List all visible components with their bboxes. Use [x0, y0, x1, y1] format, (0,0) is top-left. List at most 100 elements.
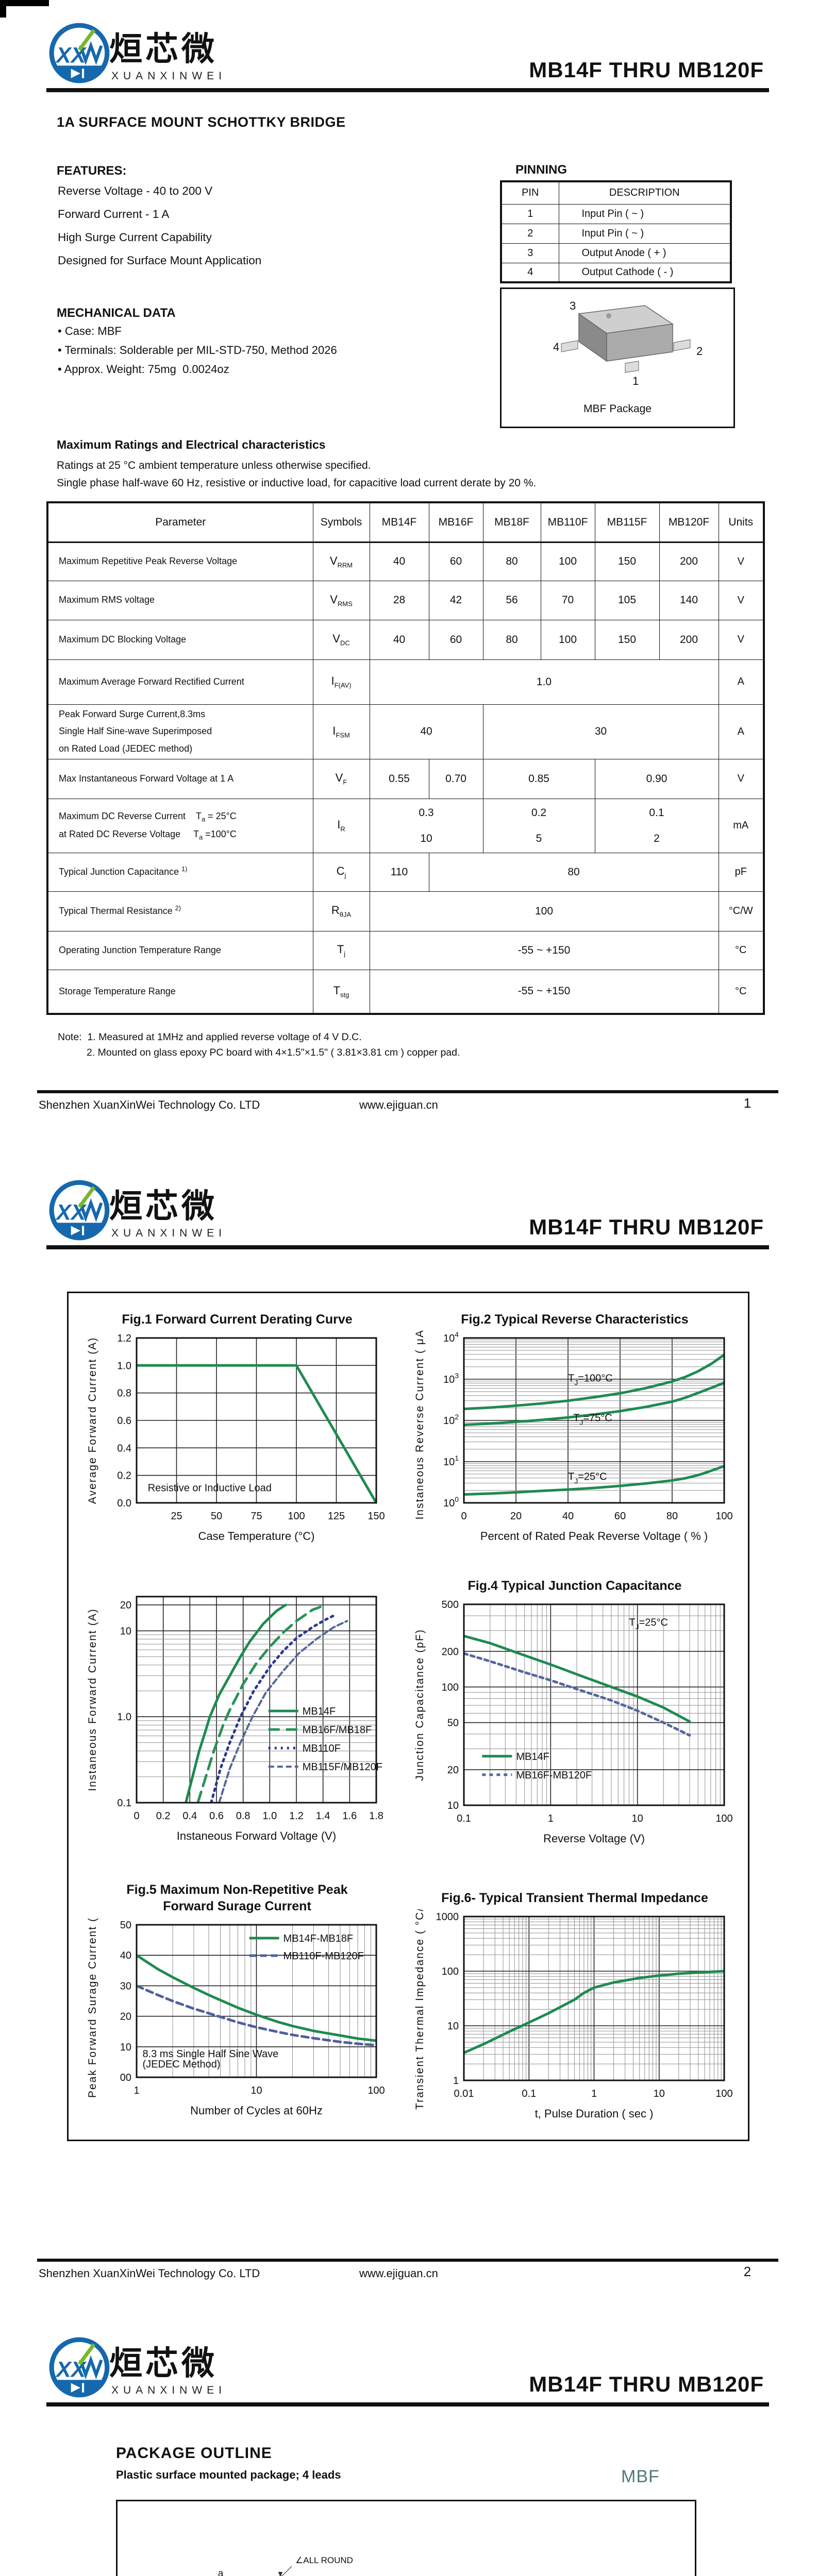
ratings-row: Typical Junction Capacitance 1) Cj 110 80 pF — [47, 852, 764, 892]
ratings-col-header: Units — [718, 502, 764, 543]
svg-text:10: 10 — [632, 1813, 643, 1824]
footer-page-number: 1 — [743, 1095, 752, 1111]
package-outline-heading: PACKAGE OUTLINE — [116, 2445, 272, 2462]
svg-text:Instaneous Forward Current (A: Instaneous Forward Current (A) — [87, 1608, 98, 1791]
svg-text:50: 50 — [447, 1718, 459, 1729]
svg-text:500: 500 — [442, 1599, 459, 1611]
symbol-cell: Cj — [312, 852, 370, 892]
parameter-cell: Typical Thermal Resistance 2) — [47, 891, 313, 931]
svg-text:MB16F-MB120F: MB16F-MB120F — [516, 1770, 592, 1781]
ratings-col-header: MB110F — [540, 502, 595, 543]
svg-text:10: 10 — [120, 1625, 131, 1637]
svg-text:125: 125 — [328, 1511, 345, 1522]
parameter-cell: Maximum Repetitive Peak Reverse Voltage — [47, 541, 313, 581]
ratings-heading: Maximum Ratings and Electrical character… — [57, 438, 326, 451]
svg-text:10: 10 — [120, 2042, 131, 2053]
chart-fig3: 0 0.2 0.4 0.6 0.8 1.0 1.2 1.4 1.6 1.8 0.1 1.0 10 20 In… — [82, 1589, 392, 1850]
svg-text:50: 50 — [211, 1511, 222, 1522]
value-cell: 1.0 — [369, 659, 719, 705]
svg-text:20: 20 — [120, 2011, 131, 2023]
brand-logo-icon: XX — [49, 23, 110, 83]
unit-cell: A — [718, 659, 764, 705]
ratings-row: Peak Forward Surge Current,8.3ms Single H… — [47, 704, 764, 759]
svg-text:200: 200 — [442, 1646, 459, 1657]
svg-text:0.6: 0.6 — [209, 1810, 224, 1822]
brand-name-cn: 烜芯微 — [109, 2345, 218, 2382]
value-cell: 150 — [594, 541, 660, 581]
svg-text:Number of Cycles at 60Hz: Number of Cycles at 60Hz — [190, 2104, 323, 2117]
value-cell: 110 — [369, 852, 429, 892]
mech-data-item: • Case: MBF — [58, 325, 122, 337]
unit-cell: V — [718, 619, 764, 660]
svg-text:0: 0 — [461, 1511, 466, 1522]
parameter-cell: Typical Junction Capacitance 1) — [47, 852, 313, 892]
svg-text:Reverse Voltage (V): Reverse Voltage (V) — [543, 1832, 645, 1845]
svg-text:0.1: 0.1 — [522, 2088, 536, 2099]
value-cell: 28 — [369, 580, 429, 620]
svg-text:103: 103 — [443, 1371, 459, 1385]
svg-text:Resistive or Inductive Load: Resistive or Inductive Load — [148, 1482, 272, 1494]
chart-title: Fig.6- Typical Transient Thermal Impedan… — [441, 1891, 708, 1905]
svg-text:Transient Thermal Impedance (: Transient Thermal Impedance ( °C/W ) — [414, 1909, 426, 2110]
svg-text:TJ=100°C: TJ=100°C — [568, 1372, 613, 1386]
product-title: 1A SURFACE MOUNT SCHOTTKY BRIDGE — [57, 114, 346, 130]
svg-text:10: 10 — [251, 2085, 262, 2096]
svg-text:10: 10 — [447, 1800, 459, 1811]
svg-text:10: 10 — [447, 2021, 459, 2032]
svg-text:30: 30 — [120, 1980, 131, 1992]
footer-rule — [37, 2259, 778, 2262]
pinning-table: PIN DESCRIPTION 1 Input Pin ( ~ ) 2 Input Pin… — [500, 180, 732, 283]
note-item: 2. Mounted on glass epoxy PC board with … — [87, 1047, 460, 1058]
svg-text:20: 20 — [510, 1511, 522, 1522]
ratings-col-header: MB16F — [428, 502, 483, 543]
parameter-cell: Operating Junction Temperature Range — [47, 930, 313, 970]
note-item: Note: 1. Measured at 1MHz and applied re… — [58, 1031, 362, 1043]
chart-plot-fig2: 0 20 40 60 80 100 100 101 102 103 104 Percent of Ra… — [414, 1321, 733, 1543]
svg-text:TJ=25°C: TJ=25°C — [629, 1617, 668, 1631]
doc-title: MB14F THRU MB120F — [529, 1215, 764, 1239]
svg-text:0.1: 0.1 — [457, 1813, 471, 1824]
ratings-table-el: Parameter Symbols MB14F MB16F MB18F MB110F MB1… — [46, 501, 765, 1015]
unit-cell: A — [718, 704, 764, 759]
svg-text:Instaneous Reverse Current ( μ: Instaneous Reverse Current ( μA ) — [414, 1331, 426, 1520]
footer-url: www.ejiguan.cn — [359, 1098, 438, 1111]
svg-text:1.0: 1.0 — [117, 1360, 131, 1371]
svg-text:0.1: 0.1 — [117, 1798, 131, 1809]
ratings-row: Maximum Repetitive Peak Reverse Voltage V… — [47, 541, 764, 581]
svg-text:2: 2 — [696, 345, 703, 358]
unit-cell: °C — [718, 969, 764, 1014]
value-cell: 0.3 10 — [369, 798, 483, 853]
value-cell: 140 — [659, 580, 719, 620]
value-cell: 0.90 — [594, 758, 719, 799]
value-cell: 60 — [428, 541, 483, 581]
value-cell: 0.55 — [369, 758, 429, 799]
parameter-cell: Max Instantaneous Forward Voltage at 1 A — [47, 758, 313, 799]
value-cell: 105 — [594, 580, 660, 620]
svg-text:Case Temperature (°C): Case Temperature (°C) — [198, 1530, 314, 1543]
svg-text:Peak Forward Surage Current (A: Peak Forward Surage Current (A) — [87, 1918, 98, 2098]
svg-text:40: 40 — [562, 1511, 574, 1522]
chart-title: Fig.2 Typical Reverse Characteristics — [461, 1312, 689, 1327]
footer-page-number: 2 — [743, 2264, 752, 2279]
chart-fig4: Fig.4 Typical Junction Capacitance 0.1 1 10… — [410, 1578, 740, 1852]
pin-row: 3 Output Anode ( + ) — [500, 243, 731, 263]
unit-cell: V — [718, 758, 764, 799]
brand-name-en: XUANXINWEI — [111, 2384, 227, 2396]
package-outline-drawing: ∠ALL ROUNDacLL1HEAdEDee — [218, 2555, 353, 2576]
svg-text:1: 1 — [632, 375, 639, 387]
chart-plot-fig3: 0 0.2 0.4 0.6 0.8 1.0 1.2 1.4 1.6 1.8 0.1 1.0 10 20 In… — [87, 1596, 383, 1842]
chart-fig6: Fig.6- Typical Transient Thermal Impedan… — [410, 1887, 740, 2127]
value-cell: 80 — [482, 541, 541, 581]
value-cell: 200 — [659, 541, 719, 581]
svg-text:8.3 ms Single Half Sine Wave: 8.3 ms Single Half Sine Wave — [142, 2048, 278, 2060]
brand-name-en: XUANXINWEI — [111, 70, 227, 82]
symbol-cell: VRMS — [312, 580, 370, 620]
package-outline-subtitle: Plastic surface mounted package; 4 leads — [116, 2468, 341, 2481]
header-rule — [46, 88, 769, 92]
svg-text:0.2: 0.2 — [117, 1470, 131, 1482]
ratings-row: Max Instantaneous Forward Voltage at 1 A… — [47, 758, 764, 799]
svg-text:1.2: 1.2 — [289, 1810, 304, 1822]
chart-fig1: Fig.1 Forward Current Derating Curve 25 50… — [82, 1311, 392, 1550]
footer-rule — [37, 1090, 778, 1093]
pin-row: 2 Input Pin ( ~ ) — [500, 223, 731, 244]
